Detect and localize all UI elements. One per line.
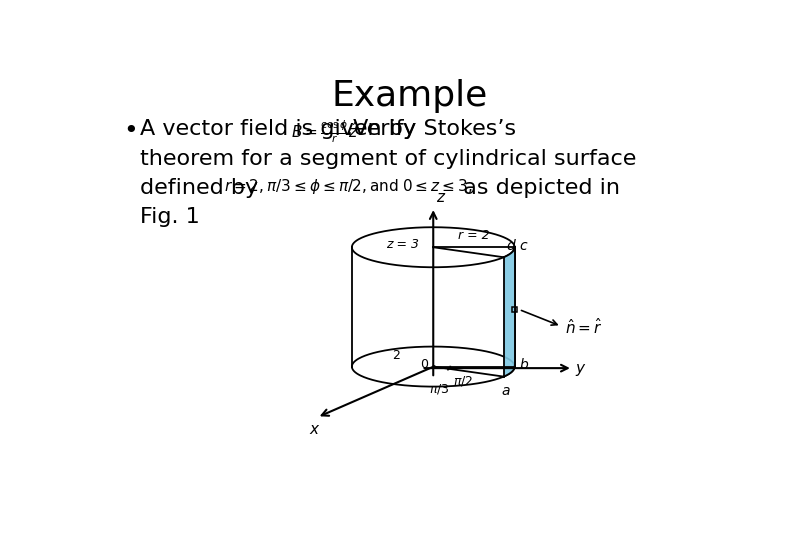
Text: as depicted in: as depicted in xyxy=(449,178,620,198)
Text: •: • xyxy=(123,120,138,144)
Text: $r = 2, \pi/3 \leq \phi \leq \pi/2, \mathrm{and}\; 0 \leq z \leq 3,$: $r = 2, \pi/3 \leq \phi \leq \pi/2, \mat… xyxy=(224,177,473,196)
Text: z = 3: z = 3 xyxy=(386,238,419,251)
Text: z: z xyxy=(436,190,444,205)
Text: $B = \frac{\cos\phi}{r}\hat{z}$: $B = \frac{\cos\phi}{r}\hat{z}$ xyxy=(291,118,359,145)
Text: A vector field is given by: A vector field is given by xyxy=(140,120,423,139)
Text: $\hat{n} = \hat{r}$: $\hat{n} = \hat{r}$ xyxy=(565,317,602,337)
Text: x: x xyxy=(310,422,318,437)
Text: y: y xyxy=(576,360,585,376)
Text: .Verify Stokes’s: .Verify Stokes’s xyxy=(339,120,517,139)
Text: r = 2: r = 2 xyxy=(458,229,490,242)
Text: $\pi/2$: $\pi/2$ xyxy=(453,375,473,388)
Text: a: a xyxy=(501,384,510,398)
Text: Fig. 1: Fig. 1 xyxy=(140,207,200,227)
Text: 2: 2 xyxy=(393,349,400,362)
Text: Example: Example xyxy=(332,79,488,114)
Text: c: c xyxy=(519,239,527,253)
Polygon shape xyxy=(504,247,514,377)
Text: theorem for a segment of cylindrical surface: theorem for a segment of cylindrical sur… xyxy=(140,149,637,169)
Text: d: d xyxy=(506,239,514,253)
Text: defined by: defined by xyxy=(140,178,266,198)
Text: $\pi/3$: $\pi/3$ xyxy=(429,382,450,396)
Text: 0: 0 xyxy=(421,358,429,371)
Text: b: b xyxy=(519,358,528,372)
